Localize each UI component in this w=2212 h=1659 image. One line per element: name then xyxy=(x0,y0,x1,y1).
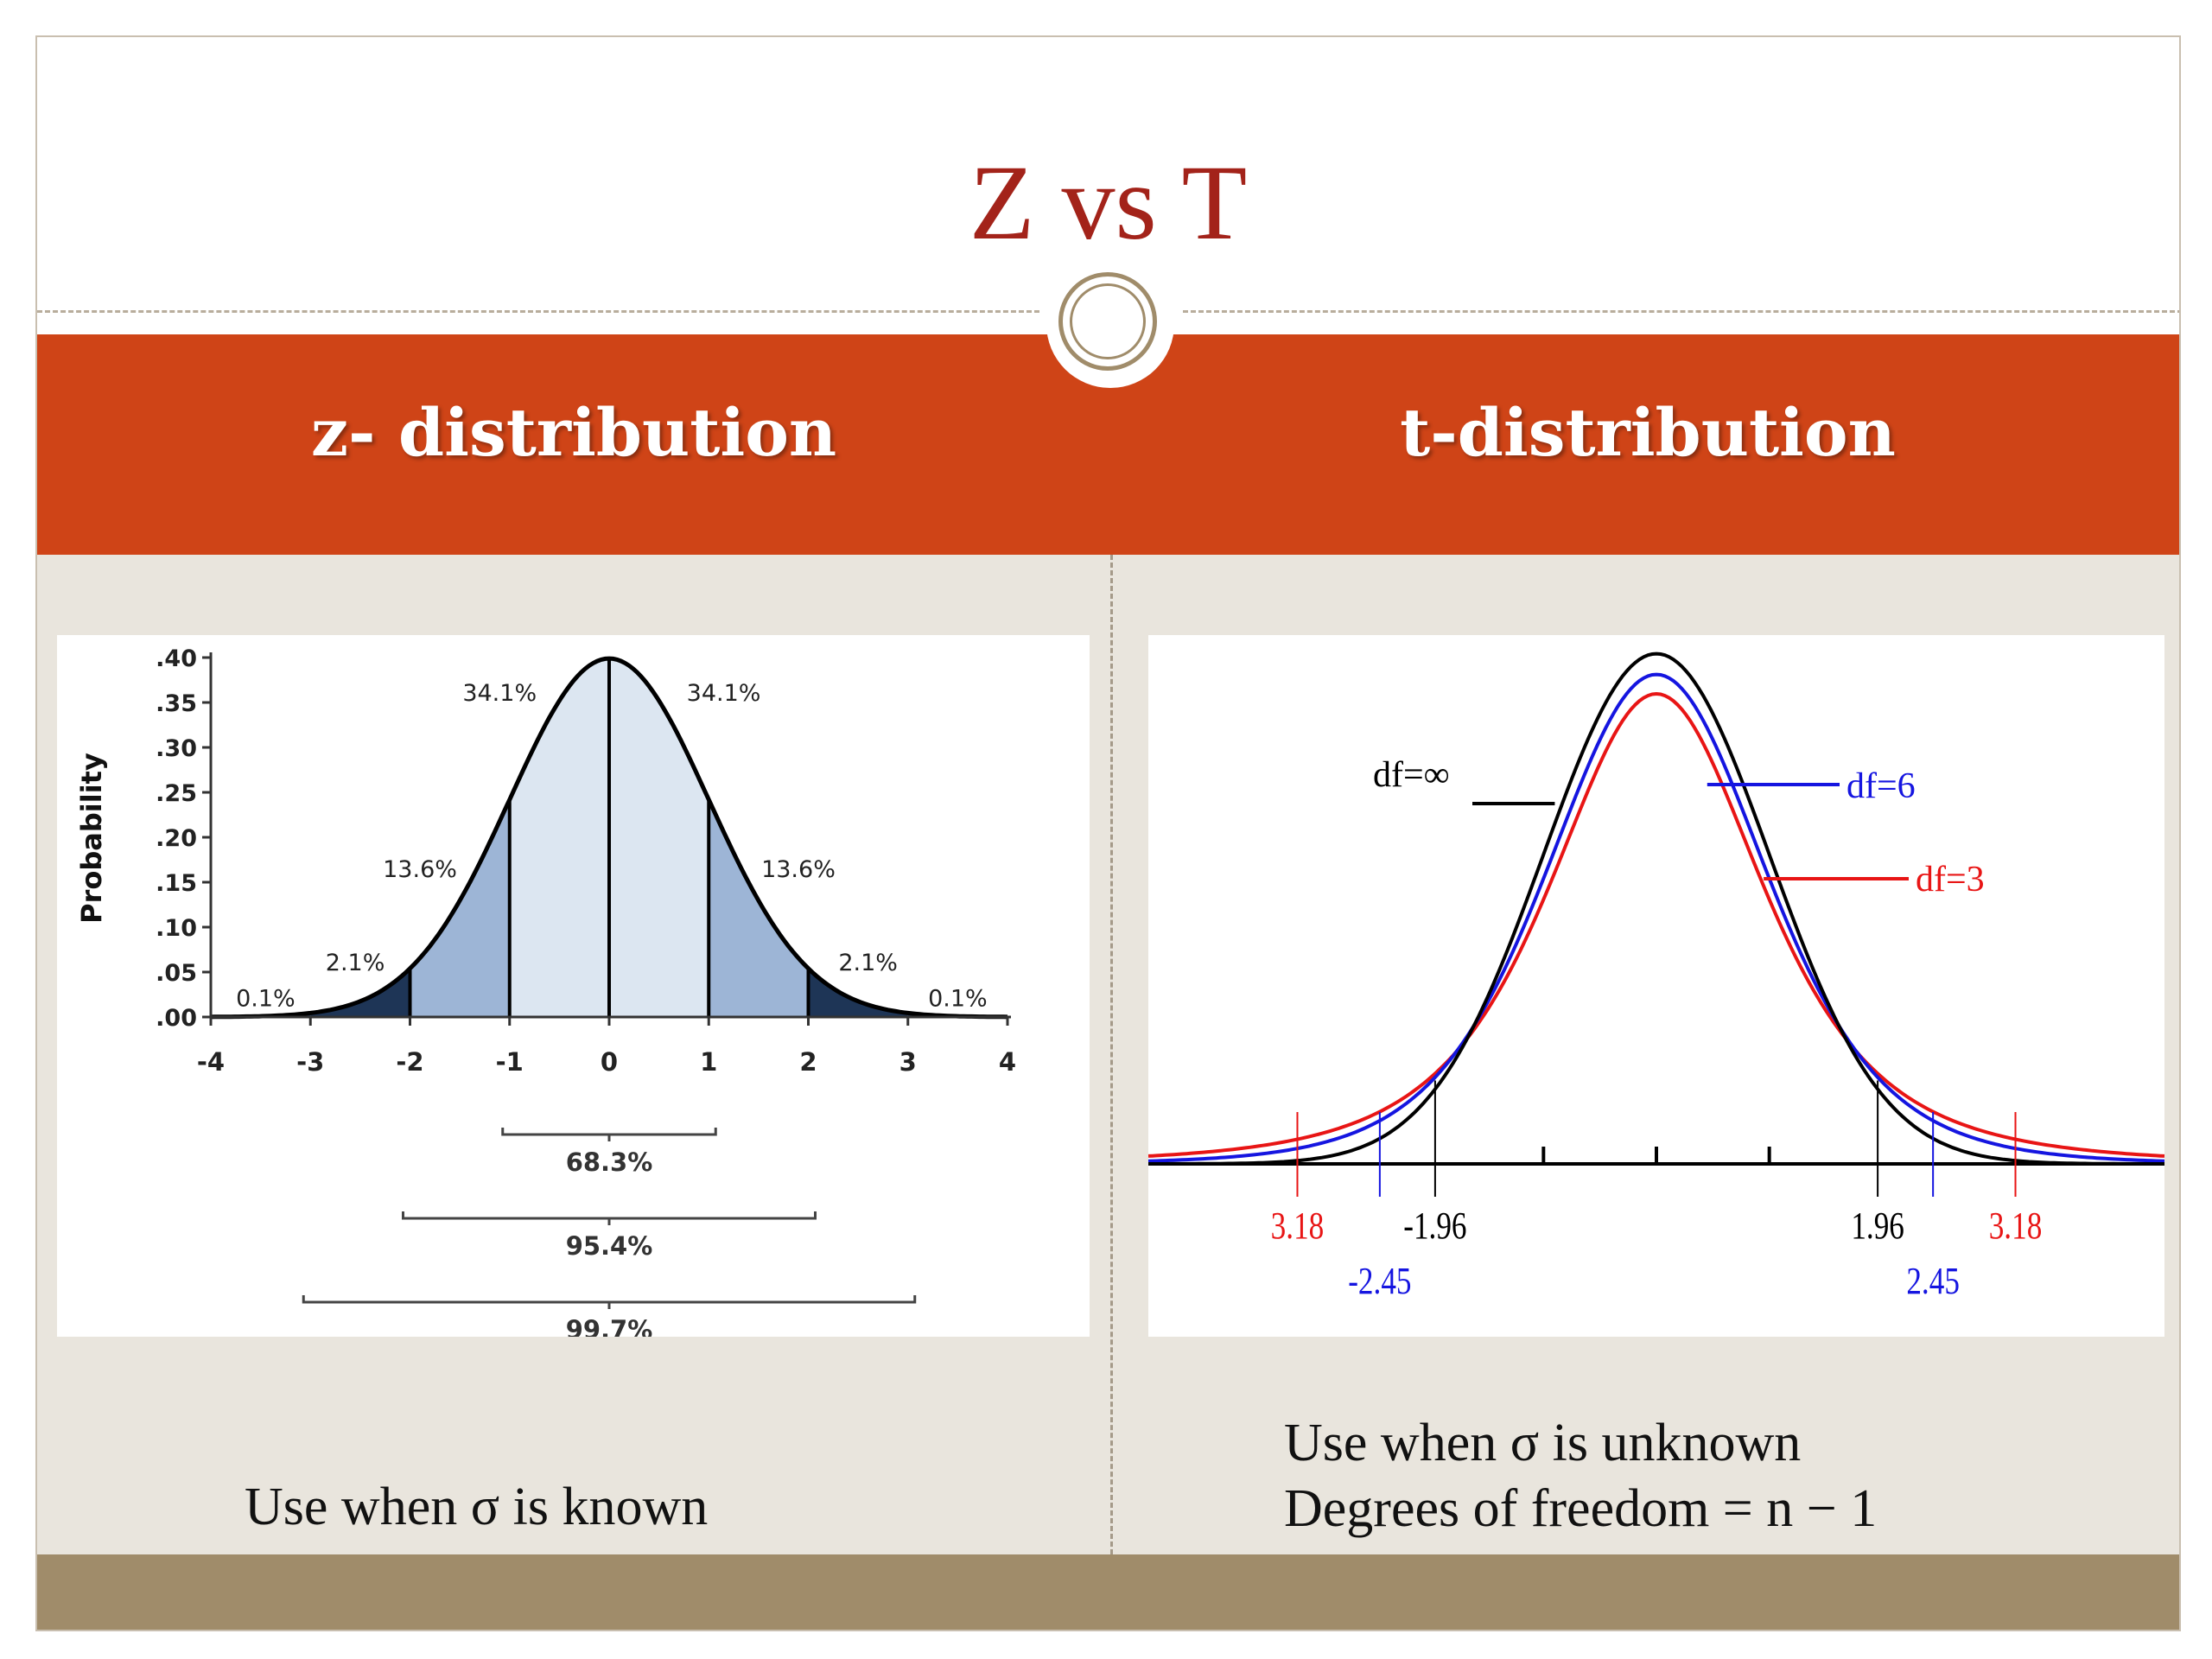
z-x-tick-label: -1 xyxy=(496,1047,524,1077)
z-region-label: 34.1% xyxy=(462,680,537,707)
z-heading: z- distribution xyxy=(310,394,837,471)
z-x-tick-label: 3 xyxy=(899,1047,917,1077)
t-critical-label: 1.96 xyxy=(1851,1204,1904,1247)
z-y-tick-label: .20 xyxy=(156,825,197,852)
z-y-tick-label: .40 xyxy=(156,645,197,672)
z-region-3 xyxy=(509,658,609,1017)
t-distribution-chart: 3.18 -2.45 -1.96 1.962.45 3.18 df=∞ df=6 df=3 xyxy=(1147,652,2165,1302)
z-region-1 xyxy=(310,968,410,1017)
t-critical-label: 3.18 xyxy=(1989,1204,2043,1247)
z-y-tick-label: .00 xyxy=(156,1005,197,1032)
t-heading: t-distribution xyxy=(1400,394,1896,471)
z-region-label: 13.6% xyxy=(761,856,836,883)
z-bracket xyxy=(501,1128,717,1136)
z-region-label: 34.1% xyxy=(687,680,761,707)
z-region-label: 2.1% xyxy=(838,950,898,976)
z-x-tick-label: -3 xyxy=(296,1047,324,1077)
z-x-tick-label: -4 xyxy=(197,1047,225,1077)
z-x-tick-label: 1 xyxy=(700,1047,717,1077)
t-caption-line1: Use when σ is unknown xyxy=(1284,1414,1802,1472)
z-bracket xyxy=(302,1295,917,1304)
z-curve xyxy=(210,656,1008,1020)
z-region-label: 0.1% xyxy=(928,986,988,1013)
z-caption: Use when σ is known xyxy=(245,1478,709,1536)
title-divider-left xyxy=(37,310,1039,313)
z-y-axis-label: Probability xyxy=(75,753,108,924)
t-critical-label: -1.96 xyxy=(1403,1204,1466,1247)
z-distribution-chart: .00 .05 .10 .15 .20 .25 .30 .35 .40 -4 -3 -2 -1 0 1 2 3… xyxy=(75,645,1016,1344)
t-curve-3 xyxy=(1147,691,2165,1158)
z-y-tick-label: .25 xyxy=(156,780,197,807)
z-x-tick-label: 2 xyxy=(799,1047,817,1077)
divider-ornament-inner-ring xyxy=(1070,283,1146,359)
footer-bar xyxy=(37,1554,2179,1630)
z-chart-panel: .00 .05 .10 .15 .20 .25 .30 .35 .40 -4 -3 -2 -1 0 1 2 3… xyxy=(57,635,1090,1344)
z-region-4 xyxy=(609,658,709,1017)
slide-title: Z vs T xyxy=(969,143,1248,262)
z-bracket-label: 68.3% xyxy=(566,1147,653,1177)
column-divider xyxy=(1110,555,1113,1554)
z-y-tick-label: .30 xyxy=(156,735,197,762)
t-critical-label: -2.45 xyxy=(1348,1259,1411,1302)
title-divider-right xyxy=(1183,310,2179,313)
z-y-tick-label: .10 xyxy=(156,915,197,942)
z-x-tick-label: 4 xyxy=(999,1047,1016,1077)
z-y-tick-label: .15 xyxy=(156,870,197,897)
slide: Z vs T z- distribution t-distribution .0… xyxy=(35,35,2181,1631)
z-y-tick-label: .35 xyxy=(156,690,197,717)
t-caption-line2: Degrees of freedom = n − 1 xyxy=(1284,1479,1878,1538)
t-legend-label-6: df=6 xyxy=(1847,766,1916,806)
t-chart-panel: 3.18 -2.45 -1.96 1.96 2.45 3.18 df=∞ df=6 df=3 xyxy=(1147,635,2165,1337)
z-region-label: 2.1% xyxy=(326,950,385,976)
z-bracket-label: 99.7% xyxy=(566,1315,653,1337)
t-critical-label: 2.45 xyxy=(1906,1259,1960,1302)
z-y-tick-label: .05 xyxy=(156,960,197,987)
z-x-tick-label: 0 xyxy=(601,1047,618,1077)
z-region-6 xyxy=(808,968,908,1017)
t-legend-label-3: df=3 xyxy=(1916,860,1985,899)
z-bracket xyxy=(402,1211,817,1220)
z-region-label: 0.1% xyxy=(236,986,296,1013)
t-curve-inf xyxy=(1148,652,2164,1166)
z-region-label: 13.6% xyxy=(383,856,457,883)
divider-ornament-outer-ring xyxy=(1058,272,1157,371)
t-critical-label: 3.18 xyxy=(1271,1204,1325,1247)
t-curve-6 xyxy=(1147,672,2165,1163)
z-x-tick-label: -2 xyxy=(396,1047,423,1077)
z-bracket-label: 95.4% xyxy=(566,1231,653,1261)
t-legend-label-inf: df=∞ xyxy=(1373,755,1450,795)
